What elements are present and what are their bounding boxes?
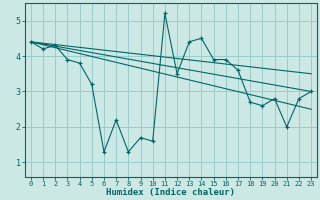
X-axis label: Humidex (Indice chaleur): Humidex (Indice chaleur) (107, 188, 236, 197)
